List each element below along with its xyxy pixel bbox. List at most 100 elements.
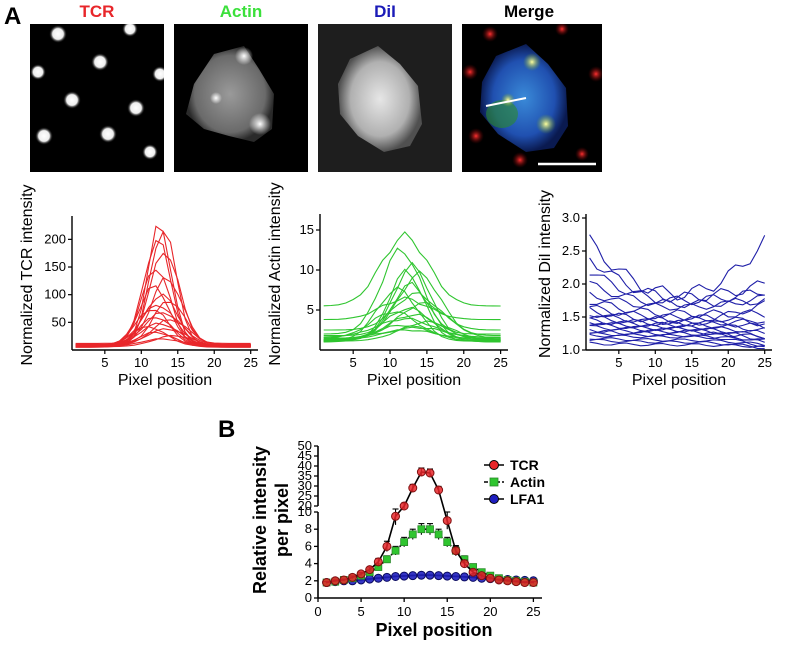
data-point-lfa1 <box>425 570 435 580</box>
dii-micrograph <box>318 24 452 172</box>
series-line-dii <box>589 291 765 311</box>
data-point-lfa1 <box>399 571 409 581</box>
y-tick-label-dii: 2.5 <box>562 243 580 258</box>
data-point-tcr <box>391 511 401 521</box>
data-point-actin <box>391 546 400 555</box>
micrograph-title-actin: Actin <box>219 2 263 21</box>
data-point-tcr <box>528 578 538 588</box>
x-tick-label-actin: 5 <box>350 355 357 370</box>
series-line-dii <box>589 341 765 348</box>
series-line-dii <box>589 338 765 350</box>
x-tick-label-actin: 25 <box>493 355 507 370</box>
y-tick-label-b: 40 <box>298 458 312 473</box>
y-tick-label-b: 30 <box>298 478 312 493</box>
data-point-actin <box>426 525 434 534</box>
y-tick-label-b: 6 <box>305 538 312 553</box>
series-line-tcr <box>75 252 251 344</box>
data-point-tcr <box>503 576 513 586</box>
y-tick-label-actin: 10 <box>300 262 314 277</box>
data-point-tcr <box>416 467 426 477</box>
x-axis-label-tcr: Pixel position <box>118 372 212 389</box>
data-point-tcr <box>442 516 452 526</box>
series-line-actin <box>323 296 501 321</box>
data-point-tcr <box>365 565 375 575</box>
data-point-tcr <box>408 483 418 493</box>
x-tick-label-b: 10 <box>397 604 411 619</box>
series-line-dii <box>589 274 765 306</box>
y-tick-label-b: 0 <box>305 590 312 605</box>
x-tick-label-b: 15 <box>440 604 454 619</box>
data-point-tcr <box>451 546 461 556</box>
x-axis-label-dii: Pixel position <box>632 372 726 389</box>
x-tick-label-b: 20 <box>483 604 497 619</box>
x-axis-label-b: Pixel position <box>375 620 492 640</box>
legend-label-tcr: TCR <box>510 457 539 473</box>
data-point-lfa1 <box>451 572 461 581</box>
y-axis-label-tcr: Normalized TCR intensity <box>19 184 36 365</box>
series-line-dii <box>589 304 765 327</box>
series-line-actin <box>323 247 501 335</box>
y-tick-label-tcr: 100 <box>44 287 66 302</box>
data-point-tcr <box>468 567 478 577</box>
y-tick-label-b: 2 <box>305 573 312 588</box>
data-point-actin <box>383 555 391 564</box>
data-point-actin <box>417 525 426 534</box>
data-point-lfa1 <box>416 570 426 580</box>
data-point-tcr <box>322 578 332 588</box>
data-point-actin <box>434 530 443 539</box>
data-point-lfa1 <box>373 573 383 583</box>
y-axis-label-b-line1: Relative intensity <box>250 446 270 594</box>
legend-label-lfa1: LFA1 <box>510 491 544 507</box>
data-point-tcr <box>511 577 521 587</box>
data-point-tcr <box>425 468 435 478</box>
x-tick-label-tcr: 15 <box>171 355 185 370</box>
y-tick-label-b: 10 <box>298 504 312 519</box>
data-point-tcr <box>520 578 530 588</box>
series-line-tcr <box>75 304 251 347</box>
series-line-dii <box>589 337 765 347</box>
data-point-actin <box>443 538 452 546</box>
x-tick-label-actin: 20 <box>457 355 471 370</box>
x-tick-label-b: 25 <box>526 604 540 619</box>
x-tick-label-dii: 5 <box>615 355 622 370</box>
series-line-actin <box>323 329 501 341</box>
data-point-lfa1 <box>442 571 452 581</box>
y-axis-label-actin: Normalized Actin intensity <box>267 182 284 365</box>
data-point-lfa1 <box>434 571 444 581</box>
y-tick-label-b: 20 <box>298 498 312 513</box>
x-axis-label-actin: Pixel position <box>367 372 461 389</box>
micrograph-title-tcr: TCR <box>79 2 115 21</box>
x-tick-label-dii: 15 <box>685 355 699 370</box>
data-point-tcr <box>339 575 349 585</box>
micrograph-title-merge: Merge <box>503 2 555 21</box>
y-tick-label-b: 8 <box>305 521 312 536</box>
series-line-tcr <box>75 309 251 347</box>
y-tick-label-b: 35 <box>298 468 312 483</box>
data-point-tcr <box>477 571 487 581</box>
data-point-tcr <box>434 485 444 495</box>
data-point-lfa1 <box>391 572 401 581</box>
y-axis-label-dii: Normalized DiI intensity <box>537 190 554 358</box>
x-tick-label-tcr: 25 <box>243 355 257 370</box>
series-line-dii <box>589 300 765 324</box>
series-line-actin <box>323 231 501 307</box>
data-point-lfa1 <box>365 574 375 584</box>
data-point-tcr <box>382 541 392 551</box>
actin-micrograph <box>174 24 308 172</box>
y-tick-label-dii: 1.5 <box>562 309 580 324</box>
data-point-actin <box>400 538 409 546</box>
y-tick-label-b: 50 <box>298 438 312 453</box>
y-tick-label-b: 4 <box>305 556 312 571</box>
x-tick-label-tcr: 20 <box>207 355 221 370</box>
data-point-tcr <box>330 576 340 586</box>
x-tick-label-tcr: 5 <box>101 355 108 370</box>
x-tick-label-actin: 15 <box>420 355 434 370</box>
data-point-tcr <box>347 572 357 582</box>
x-tick-label-dii: 10 <box>648 355 662 370</box>
data-point-tcr <box>485 573 495 583</box>
panel-b-label: B <box>218 416 236 443</box>
data-point-tcr <box>356 569 366 579</box>
series-line-dii <box>589 257 765 303</box>
data-point-lfa1 <box>382 572 392 582</box>
